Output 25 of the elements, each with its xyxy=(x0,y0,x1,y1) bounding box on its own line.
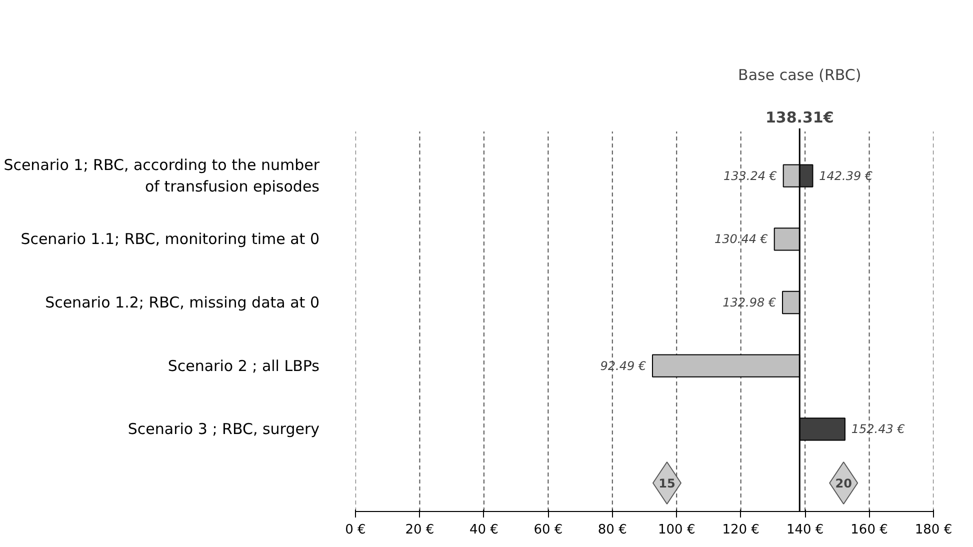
data-label: 152.43 € xyxy=(851,422,906,436)
annotation: 15 xyxy=(658,476,676,490)
data-label: 92.49 € xyxy=(600,358,646,373)
x-tick-label: 20 € xyxy=(405,522,434,538)
y-tick-label: Scenario 2 ; all LBPs xyxy=(168,356,320,375)
y-tick-label: Scenario 1.1; RBC, monitoring time at 0 xyxy=(20,230,320,248)
x-tick-label: 120 € xyxy=(722,522,760,538)
data-label: 132.98 € xyxy=(722,296,776,310)
data-label: 133.24 € xyxy=(723,168,778,183)
x-tick-label: 160 € xyxy=(850,522,888,538)
data-label: 130.44 € xyxy=(714,232,768,246)
x-tick-label: 140 € xyxy=(786,522,824,538)
x-tick-label: 0 € xyxy=(345,522,366,538)
x-tick-label: 80 € xyxy=(598,522,627,538)
x-tick-label: 60 € xyxy=(534,522,563,538)
x-tick-label: 100 € xyxy=(658,522,696,538)
annotation: 20 xyxy=(835,476,852,490)
ref-line-label: 138.31€ xyxy=(765,108,834,126)
x-tick-label: 40 € xyxy=(469,522,498,538)
y-tick-label: Scenario 1.2; RBC, missing data at 0 xyxy=(45,294,320,312)
y-tick-label: Scenario 1; RBC, according to the number of transfusion episodes xyxy=(4,156,320,196)
x-tick-label: 180 € xyxy=(914,522,952,538)
data-label: 142.39 € xyxy=(819,168,873,183)
text: Base case (RBC) xyxy=(738,66,862,84)
y-tick-label: Scenario 3 ; RBC, surgery xyxy=(128,420,320,438)
